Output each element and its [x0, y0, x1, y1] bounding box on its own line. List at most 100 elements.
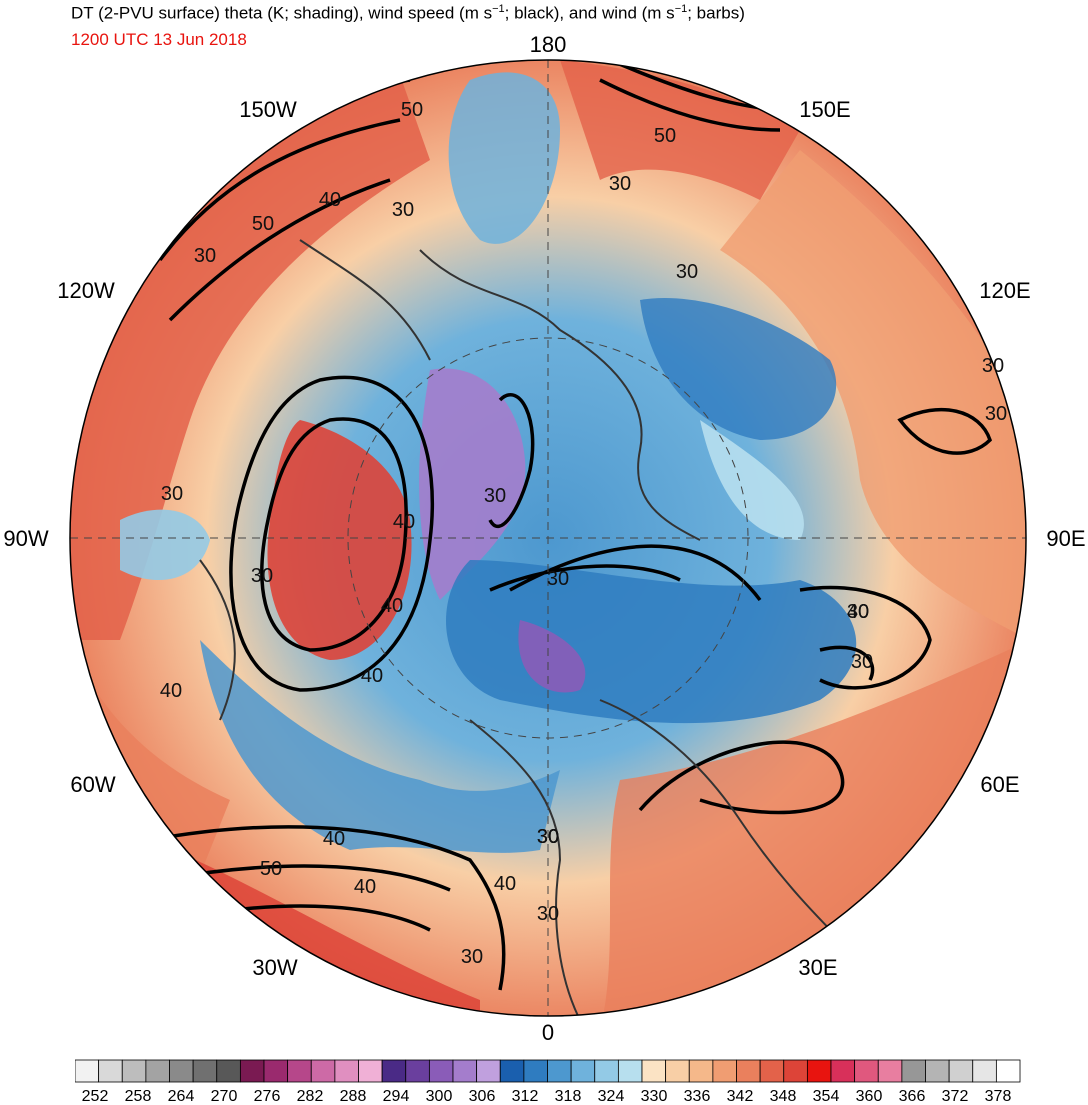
colorbar-tick-label: 348 [770, 1088, 797, 1103]
colorbar-tick-label: 336 [684, 1088, 711, 1103]
longitude-label: 90E [1046, 526, 1085, 551]
contour-label: 30 [547, 568, 569, 590]
colorbar-swatch [499, 1059, 525, 1083]
longitude-label: 150E [799, 97, 850, 122]
title-superscript-2: −1 [674, 3, 688, 15]
contour-label: 40 [393, 511, 415, 533]
colorbar-swatch [547, 1059, 572, 1083]
colorbar-swatch [736, 1059, 761, 1083]
colorbar-swatch [901, 1059, 926, 1083]
contour-label: 50 [260, 858, 282, 880]
contour-label: 40 [494, 873, 516, 895]
contour-label: 30 [985, 403, 1007, 425]
contour-label: 40 [319, 189, 341, 211]
colorbar-swatch [75, 1059, 100, 1083]
contour-label: 30 [851, 651, 873, 673]
colorbar-tick-label: 306 [469, 1088, 496, 1103]
colorbar-swatch [854, 1059, 879, 1083]
colorbar-tick-label: 366 [899, 1088, 926, 1103]
colorbar-swatch [570, 1059, 596, 1083]
colorbar-labels: 252 258 264 270 276 282 288 294 300 306 312 318 324 3… [82, 1088, 1012, 1103]
contour-label: 30 [251, 565, 273, 587]
contour-label: 40 [381, 595, 403, 617]
colorbar-swatch [192, 1059, 218, 1083]
colorbar-swatch [216, 1059, 241, 1083]
colorbar-swatch [783, 1059, 808, 1083]
map-boundary [69, 59, 1027, 1017]
colorbar-swatch [759, 1059, 785, 1083]
colorbar-swatch [641, 1059, 667, 1083]
colorbar-swatch [239, 1059, 265, 1083]
contour-label: 30 [537, 903, 559, 925]
colorbar-swatch [948, 1059, 974, 1083]
colorbar-tick-label: 360 [856, 1088, 883, 1103]
longitude-label: 120W [57, 278, 115, 303]
colorbar-swatch [334, 1059, 359, 1083]
longitude-label: 0 [542, 1020, 554, 1045]
contour-label: 30 [609, 173, 631, 195]
contour-label: 40 [160, 680, 182, 702]
colorbar-tick-label: 258 [125, 1088, 152, 1103]
wind-speed-contours [149, 60, 993, 991]
contour-label: 40 [323, 828, 345, 850]
longitude-label: 90W [3, 526, 48, 551]
colorbar-swatch [169, 1059, 194, 1083]
longitude-label: 30E [798, 955, 837, 980]
contour-label: 30 [537, 826, 559, 848]
colorbar-tick-label: 294 [383, 1088, 410, 1103]
colorbar-swatch [617, 1059, 643, 1083]
graticule [70, 60, 1026, 1016]
contour-label: 30 [537, 826, 559, 848]
colorbar-swatch [381, 1059, 407, 1083]
coastlines [199, 239, 861, 1016]
colorbar-swatch [358, 1059, 383, 1083]
colorbar-swatch [287, 1059, 312, 1083]
colorbar-swatch [405, 1059, 430, 1083]
colorbar-tick-label: 378 [985, 1088, 1012, 1103]
colorbar-tick-label: 282 [297, 1088, 324, 1103]
contour-label: 30 [484, 485, 506, 507]
contour-label: 30 [392, 199, 414, 221]
colorbar-swatch [145, 1059, 170, 1083]
colorbar: 252 258 264 270 276 282 288 294 300 306 312 318 324 3… [75, 1059, 1021, 1103]
contour-label: 30 [847, 601, 869, 623]
contour-label: 30 [676, 261, 698, 283]
colorbar-tick-label: 354 [813, 1088, 840, 1103]
colorbar-swatch [263, 1059, 289, 1083]
colorbar-swatch [476, 1059, 501, 1083]
contour-label: 30 [537, 826, 559, 848]
colorbar-tick-label: 276 [254, 1088, 281, 1103]
contour-label: 40 [361, 665, 383, 687]
colorbar-tick-label: 312 [512, 1088, 539, 1103]
longitude-label: 30W [252, 955, 297, 980]
contour-label: 30 [161, 483, 183, 505]
colorbar-tick-label: 330 [641, 1088, 668, 1103]
colorbar-tick-label: 300 [426, 1088, 453, 1103]
contour-label: 50 [401, 99, 423, 121]
valid-time-label: 1200 UTC 13 Jun 2018 [71, 30, 247, 49]
figure-title: DT (2-PVU surface) theta (K; shading), w… [71, 3, 745, 24]
colorbar-swatch [688, 1059, 714, 1083]
colorbar-swatches [75, 1059, 1021, 1083]
contour-label: 40 [354, 876, 376, 898]
longitude-label: 60W [70, 772, 115, 797]
colorbar-tick-label: 372 [942, 1088, 969, 1103]
colorbar-tick-label: 252 [82, 1088, 109, 1103]
colorbar-tick-label: 342 [727, 1088, 754, 1103]
colorbar-swatch [594, 1059, 619, 1083]
colorbar-swatch [98, 1059, 123, 1083]
colorbar-swatch [925, 1059, 950, 1083]
colorbar-tick-label: 318 [555, 1088, 582, 1103]
title-text-end: ; barbs) [687, 3, 745, 23]
colorbar-swatch [830, 1059, 856, 1083]
theta-shading [70, 60, 1026, 1016]
colorbar-swatch [712, 1059, 737, 1083]
colorbar-swatch [428, 1059, 454, 1083]
colorbar-swatch [121, 1059, 147, 1083]
colorbar-tick-label: 270 [211, 1088, 238, 1103]
longitude-label: 60E [980, 772, 1019, 797]
contour-label: 30 [982, 355, 1004, 377]
title-text-mid: ; black), and wind (m s [504, 3, 675, 23]
